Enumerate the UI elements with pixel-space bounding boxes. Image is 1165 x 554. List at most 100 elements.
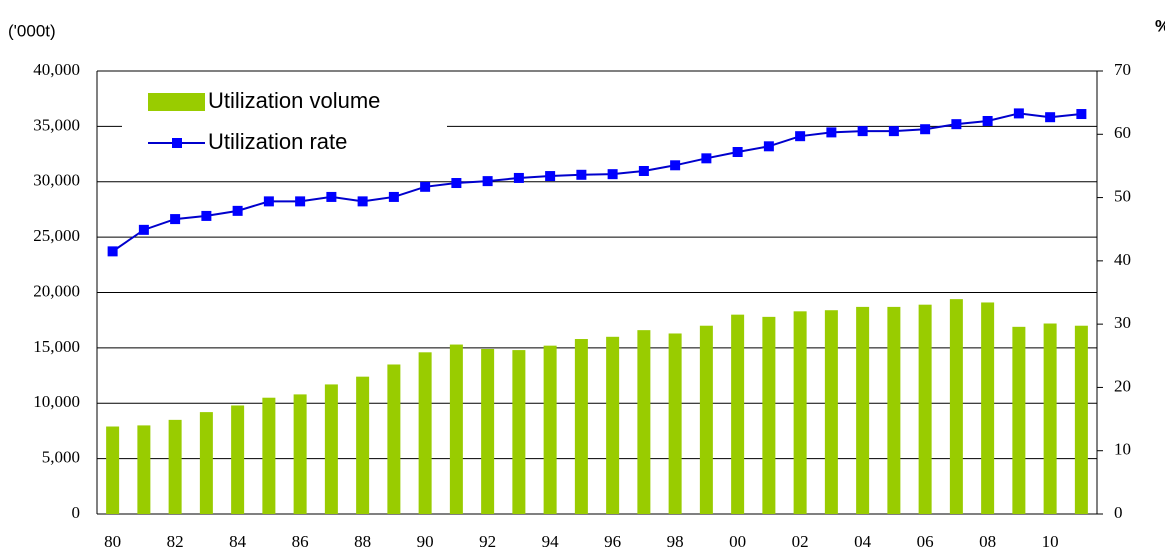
y2-tick-label: 10: [1114, 440, 1131, 459]
marker: [638, 165, 649, 176]
marker: [576, 169, 587, 180]
marker: [607, 169, 618, 180]
marker: [826, 127, 837, 138]
legend-swatch: [148, 93, 205, 111]
x-tick-label: 02: [792, 532, 809, 551]
marker: [982, 115, 993, 126]
y2-tick-label: 50: [1114, 186, 1131, 205]
x-tick-label: 84: [229, 532, 247, 551]
bar: [137, 425, 151, 514]
bar: [1074, 325, 1088, 514]
y2-tick-label: 0: [1114, 503, 1123, 522]
bar: [481, 348, 495, 514]
bar: [106, 426, 120, 514]
marker: [545, 171, 556, 182]
x-tick-label: 80: [104, 532, 121, 551]
y-tick-label: 0: [72, 503, 81, 522]
y2-tick-label: 30: [1114, 313, 1131, 332]
marker: [201, 210, 212, 221]
y2-axis-label: %: [1155, 16, 1165, 35]
marker: [701, 153, 712, 164]
y-tick-label: 10,000: [33, 392, 80, 411]
y2-tick-label: 40: [1114, 250, 1131, 269]
y-tick-label: 40,000: [33, 60, 80, 79]
marker: [263, 196, 274, 207]
marker: [107, 246, 118, 257]
x-tick-label: 06: [917, 532, 934, 551]
marker: [857, 126, 868, 137]
y-tick-label: 35,000: [33, 115, 80, 134]
x-tick-label: 82: [167, 532, 184, 551]
bar: [262, 397, 276, 514]
marker: [920, 124, 931, 135]
marker: [295, 196, 306, 207]
marker: [1013, 108, 1024, 119]
marker: [1045, 112, 1056, 123]
x-tick-label: 00: [729, 532, 746, 551]
bar: [293, 394, 307, 514]
marker: [138, 224, 149, 235]
bar: [1012, 326, 1026, 514]
legend-marker: [172, 138, 182, 148]
y-tick-label: 25,000: [33, 226, 80, 245]
bar: [668, 333, 682, 514]
bar: [699, 325, 713, 514]
marker: [232, 205, 243, 216]
bar: [199, 412, 213, 514]
marker: [513, 172, 524, 183]
y2-tick-label: 60: [1114, 123, 1131, 142]
bar: [512, 350, 526, 514]
x-tick-label: 90: [417, 532, 434, 551]
y-tick-label: 5,000: [42, 448, 80, 467]
y2-tick-label: 20: [1114, 376, 1131, 395]
y-axis-label: ('000t): [8, 21, 56, 40]
bar: [168, 419, 182, 514]
x-tick-label: 88: [354, 532, 371, 551]
bar: [231, 405, 245, 514]
y-tick-label: 15,000: [33, 337, 80, 356]
x-tick-label: 96: [604, 532, 621, 551]
marker: [763, 141, 774, 152]
bar: [762, 316, 776, 514]
marker: [388, 191, 399, 202]
bar: [981, 302, 995, 514]
bar: [731, 314, 745, 514]
bar: [356, 376, 370, 514]
marker: [951, 119, 962, 130]
x-tick-label: 94: [542, 532, 560, 551]
bar: [574, 339, 588, 514]
x-tick-label: 08: [979, 532, 996, 551]
bar: [324, 384, 338, 514]
bar: [543, 345, 557, 514]
bar: [418, 352, 432, 514]
bar: [1043, 323, 1057, 514]
bar: [824, 310, 838, 514]
marker: [795, 131, 806, 142]
x-tick-label: 86: [292, 532, 309, 551]
bar: [856, 306, 870, 514]
y-tick-label: 20,000: [33, 281, 80, 300]
marker: [670, 160, 681, 171]
bar: [887, 306, 901, 514]
bar: [387, 364, 401, 514]
legend-label: Utilization rate: [208, 129, 347, 154]
marker: [482, 176, 493, 187]
x-tick-label: 10: [1042, 532, 1059, 551]
legend-label: Utilization volume: [208, 88, 380, 113]
marker: [170, 214, 181, 225]
bar: [793, 311, 807, 514]
marker: [888, 126, 899, 137]
marker: [420, 181, 431, 192]
line: [112, 112, 1082, 253]
marker: [732, 147, 743, 158]
x-tick-label: 04: [854, 532, 872, 551]
bar: [637, 330, 651, 514]
bar: [918, 304, 932, 514]
marker: [326, 191, 337, 202]
bar: [606, 336, 620, 514]
marker: [357, 196, 368, 207]
bar: [449, 344, 463, 514]
marker: [1076, 109, 1087, 120]
marker: [451, 178, 462, 189]
